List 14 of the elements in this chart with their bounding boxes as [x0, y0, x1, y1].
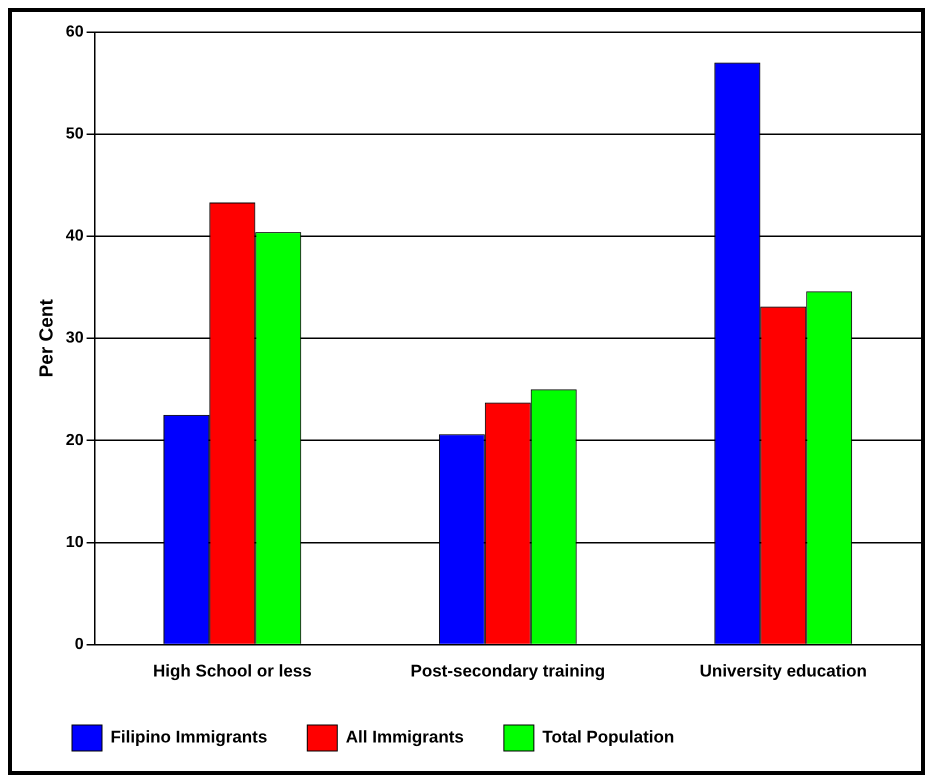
legend-label: All Immigrants	[346, 728, 464, 747]
y-tick-label: 10	[66, 534, 84, 551]
y-tick-label: 30	[66, 330, 84, 347]
x-tick-label: University education	[700, 661, 867, 680]
y-tick-label: 40	[66, 228, 84, 245]
y-tick-label: 50	[66, 126, 84, 143]
legend-label: Total Population	[542, 728, 674, 747]
y-axis-title: Per Cent	[36, 298, 58, 378]
y-tick-label: 20	[66, 432, 84, 449]
legend-label: Filipino Immigrants	[110, 728, 268, 747]
x-tick-label: High School or less	[152, 661, 312, 680]
x-tick-label: Post-secondary training	[410, 661, 606, 680]
y-tick-label: 0	[74, 636, 84, 654]
y-tick-label: 60	[66, 23, 84, 40]
